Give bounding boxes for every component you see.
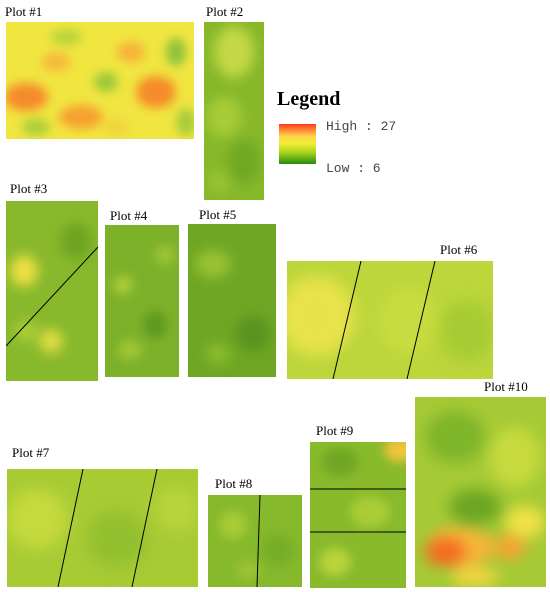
legend-low-label: Low : 6 — [326, 161, 381, 176]
plot-3-divider-line — [6, 246, 98, 347]
plot-7-heatmap — [7, 469, 198, 587]
plot-label-2: Plot #2 — [206, 4, 244, 19]
plot-7-divider-line-2 — [131, 469, 158, 587]
plot-label-7: Plot #7 — [12, 445, 50, 460]
plot-6-divider-line-1 — [332, 261, 362, 379]
legend-high-label: High : 27 — [326, 119, 397, 134]
plot-label-5: Plot #5 — [199, 207, 237, 222]
plot-label-6: Plot #6 — [440, 242, 478, 257]
plot-6-divider-line-2 — [406, 261, 436, 379]
plot-label-8: Plot #8 — [215, 476, 253, 491]
plot-6-heatmap — [287, 261, 493, 379]
plot-4-heatmap — [105, 225, 179, 377]
plot-1-heatmap — [6, 22, 194, 139]
plot-label-3: Plot #3 — [10, 181, 48, 196]
legend-color-ramp — [279, 124, 316, 164]
plot-3-heatmap — [6, 201, 98, 381]
plot-2-heatmap — [204, 22, 264, 200]
plot-label-9: Plot #9 — [316, 423, 354, 438]
plot-label-10: Plot #10 — [484, 379, 528, 394]
plot-8-heatmap — [208, 495, 302, 587]
plot-label-1: Plot #1 — [5, 4, 43, 19]
plot-label-4: Plot #4 — [110, 208, 148, 223]
plot-10-heatmap — [415, 397, 546, 587]
plot-7-divider-line-1 — [57, 469, 84, 587]
plot-9-heatmap — [310, 442, 406, 588]
plot-8-divider-line — [256, 495, 261, 587]
plot-5-heatmap — [188, 224, 276, 377]
legend-title: Legend — [277, 88, 341, 110]
